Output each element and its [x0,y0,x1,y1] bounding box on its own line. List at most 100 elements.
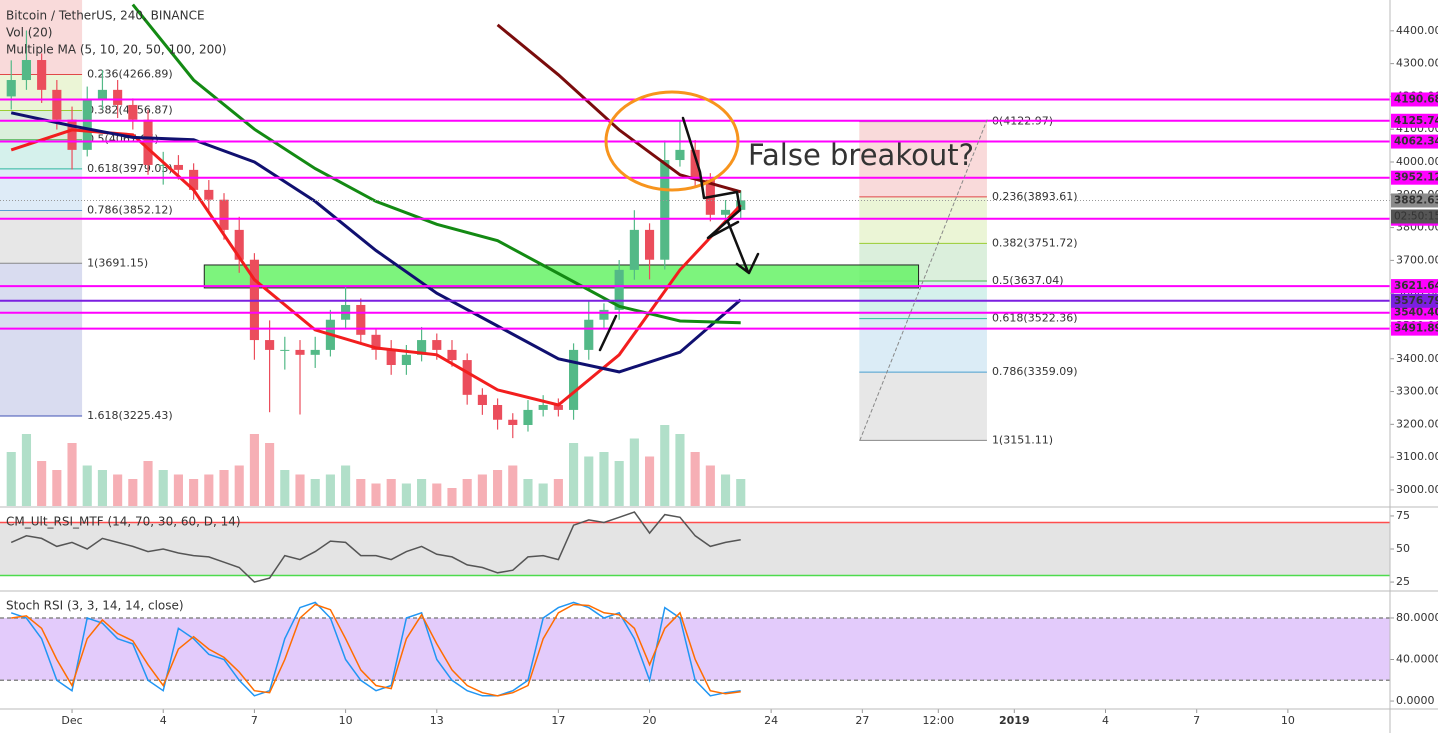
level-label: 3952.12 [1394,172,1438,184]
candle-body [538,404,548,410]
last-price-label: 3882.63 [1394,194,1438,206]
candle-body [629,229,639,270]
y-tick-label: 3300.00 [1396,385,1438,398]
annotation: False breakout? [748,138,974,172]
candle-body [523,409,533,426]
volume-bar [523,479,533,506]
fib-band [859,196,987,244]
candle-body [173,164,183,170]
candle-body [189,169,199,190]
candle-body [386,349,396,365]
y-tick-label: 3400.00 [1396,352,1438,365]
candle-body [265,340,275,350]
volume-bar [417,479,427,506]
candle-body [401,354,411,365]
level-box [1391,170,1438,185]
candle-body [644,229,655,260]
drawn-arrow [726,220,760,275]
volume-bar [720,474,731,506]
candle-body [37,60,47,90]
level-label: 4062.34 [1394,136,1438,148]
candle-body [6,80,16,97]
candle-body [82,99,92,150]
drawings [598,90,988,441]
x-tick-label: 24 [764,714,778,727]
volume-bar [113,474,123,506]
volume-bar [173,474,183,506]
chart-title: Bitcoin / TetherUS, 240, BINANCE [6,9,205,23]
level-label: 3621.64 [1394,280,1438,292]
volume-bar [432,483,442,506]
countdown: 02:50:15 [1394,210,1438,222]
fib-label: 0.618(3979.03) [87,162,173,175]
countdown-box [1391,209,1438,224]
candle-body [720,209,731,215]
volume-bar [553,479,563,506]
x-tick-label: 2019 [999,714,1030,727]
candle-body [234,229,244,260]
volume-bar [538,483,548,506]
y-tick-label: 3200.00 [1396,417,1438,430]
candle-body [417,340,427,355]
volume-bar [97,470,107,506]
pane: 0.0000 40.0000 80.0000 Stoch RSI (3, 3, 14,… [0,599,1438,707]
volume-bar [234,465,244,506]
candle-body [280,349,290,351]
drawn-line [598,314,618,352]
fib-label: 0.786(3359.09) [992,365,1078,378]
fib-band [859,372,987,441]
y-tick-label: 0.0000 [1396,694,1435,707]
fib-label: 1.618(3225.43) [87,409,173,422]
volume-bar [204,474,214,506]
indicator-line [10,511,741,583]
y-tick-label: 4400.00 [1396,24,1438,37]
candle-body [128,104,138,120]
volume-bar [493,470,503,506]
y-tick-label: 4000.00 [1396,155,1438,168]
volume-bar [644,456,655,506]
indicator-line [10,601,741,697]
candle-body [158,164,168,166]
volume-bar [6,452,16,506]
level-label: 3491.89 [1394,323,1438,335]
highlight-ellipse [604,90,740,192]
band [0,522,1390,576]
y-tick-label: 75 [1396,509,1410,522]
volume-bar [341,465,351,506]
volume-bar [310,479,320,506]
fib-label: 1(3151.11) [992,433,1053,446]
fib-label: 1(3691.15) [87,256,148,269]
level-label: 3576.79 [1394,295,1438,307]
fib-label: 0.236(3893.61) [992,190,1078,203]
fib-label: 0.236(4266.89) [87,67,173,80]
volume-bar [660,425,670,506]
volume-bar [128,479,138,506]
drawn-flag [681,116,742,240]
fib-band [0,168,83,211]
level-box [1391,279,1438,294]
moving-average [131,3,741,325]
pane: 25 50 75 CM_Ult_RSI_MTF (14, 70, 30, 60, D,… [0,509,1410,588]
x-tick-label: 4 [160,714,167,727]
volume-bar [37,461,47,506]
y-tick-label: 3100.00 [1396,450,1438,463]
candle-body [52,89,62,120]
y-tick-label: 50 [1396,542,1410,555]
x-tick-label: 12:00 [922,714,954,727]
x-tick-label: 10 [339,714,353,727]
candle-body [660,160,670,260]
candle-body [614,269,624,310]
volume-bar [462,479,472,506]
candle-body [447,349,457,361]
candle-body [219,199,229,230]
candle-body [204,189,214,200]
x-tick-label: Dec [61,714,82,727]
level-box [1391,92,1438,107]
volume-bar [569,443,579,506]
candle-body [477,394,487,405]
pane-title: CM_Ult_RSI_MTF (14, 70, 30, 60, D, 14) [6,515,241,529]
y-tick-label: 3700.00 [1396,253,1438,266]
y-tick-label: 40.0000 [1396,653,1438,666]
